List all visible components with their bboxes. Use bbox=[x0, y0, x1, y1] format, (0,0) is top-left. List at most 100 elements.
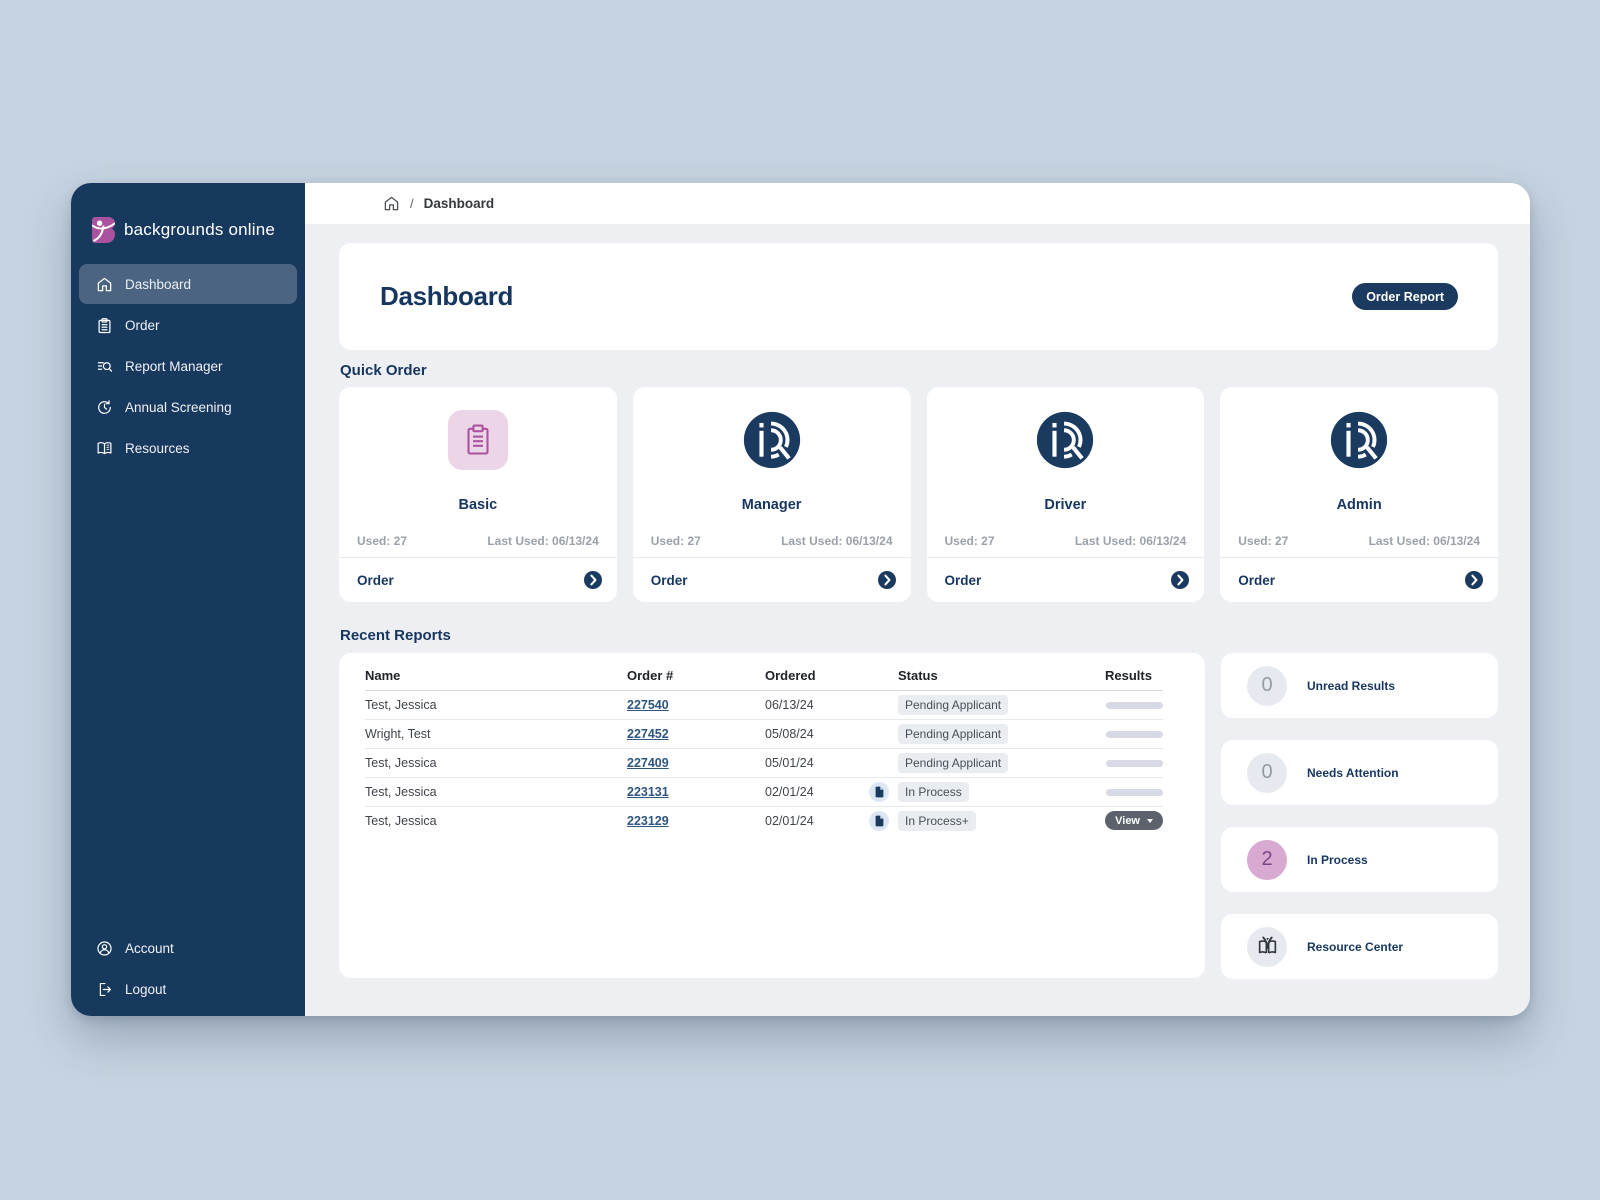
cell-ordered: 06/13/24 bbox=[765, 690, 869, 720]
sidebar-item-dashboard[interactable]: Dashboard bbox=[79, 264, 297, 304]
recent-reports-table: Name Order # Ordered Status Results Test… bbox=[365, 653, 1163, 835]
content: Dashboard Order Report Quick Order bbox=[305, 224, 1530, 1016]
chevron-right-icon[interactable] bbox=[1465, 571, 1483, 589]
home-icon bbox=[96, 276, 113, 293]
main-area: / Dashboard Dashboard Order Report Quick… bbox=[305, 183, 1530, 1016]
column-header-status: Status bbox=[869, 653, 1105, 691]
count-badge: 0 bbox=[1247, 752, 1287, 793]
last-used: Last Used: 06/13/24 bbox=[1074, 534, 1187, 548]
used-count: Used: 27 bbox=[1238, 534, 1289, 548]
chevron-right-icon[interactable] bbox=[583, 571, 602, 589]
quick-order-card-title: Admin bbox=[1336, 497, 1382, 513]
summary-card-resource-center[interactable]: Resource Center bbox=[1221, 914, 1498, 979]
table-row: Test, Jessica 227540 06/13/24 Pending Ap… bbox=[365, 690, 1163, 720]
brand: backgrounds online bbox=[71, 183, 305, 255]
status-badge: In Process+ bbox=[898, 810, 976, 831]
document-icon[interactable] bbox=[869, 810, 889, 831]
order-number-link[interactable]: 227409 bbox=[627, 755, 669, 770]
sidebar-item-order[interactable]: Order bbox=[79, 305, 297, 345]
cell-name: Test, Jessica bbox=[365, 690, 627, 720]
quick-order-card-title: Driver bbox=[1044, 497, 1087, 513]
cell-ordered: 02/01/24 bbox=[765, 777, 869, 807]
sidebar-item-label: Report Manager bbox=[125, 358, 223, 374]
quick-order-stats: Used: 27 Last Used: 06/13/24 bbox=[633, 534, 911, 548]
quick-order-footer-link[interactable]: Order bbox=[632, 557, 911, 602]
view-button[interactable]: View bbox=[1105, 811, 1163, 830]
chevron-right-icon[interactable] bbox=[877, 571, 896, 589]
sidebar-item-logout[interactable]: Logout bbox=[79, 969, 297, 1009]
quick-order-section-title: Quick Order bbox=[340, 362, 427, 379]
history-clock-icon bbox=[96, 399, 113, 416]
cell-name: Test, Jessica bbox=[365, 777, 627, 807]
sidebar-nav: Dashboard Order Report Manager Annual Sc… bbox=[71, 255, 305, 468]
resource-book-icon bbox=[1247, 926, 1287, 967]
quick-order-card-driver: Driver Used: 27 Last Used: 06/13/24 Orde… bbox=[926, 387, 1205, 602]
quick-order-card-title: Basic bbox=[458, 497, 498, 513]
clipboard-pink-icon bbox=[447, 410, 508, 470]
table-row: Test, Jessica 223129 02/01/24 In Process… bbox=[365, 806, 1163, 835]
summary-label: Unread Results bbox=[1307, 678, 1396, 693]
order-link-label: Order bbox=[650, 572, 688, 588]
sidebar-item-label: Annual Screening bbox=[125, 399, 232, 415]
quick-order-stats: Used: 27 Last Used: 06/13/24 bbox=[339, 534, 617, 548]
breadcrumb: / Dashboard bbox=[305, 183, 1530, 224]
column-header-ordered: Ordered bbox=[765, 653, 869, 691]
count-badge: 0 bbox=[1247, 665, 1287, 706]
result-progress-bar bbox=[1106, 759, 1163, 767]
breadcrumb-separator: / bbox=[410, 196, 414, 211]
quick-order-card-admin: Admin Used: 27 Last Used: 06/13/24 Order bbox=[1220, 387, 1498, 602]
summary-card-needs-attention[interactable]: 0 Needs Attention bbox=[1221, 740, 1498, 805]
summary-card-unread-results[interactable]: 0 Unread Results bbox=[1221, 653, 1498, 718]
summary-label: Needs Attention bbox=[1307, 765, 1399, 780]
book-open-icon bbox=[96, 440, 113, 457]
order-number-link[interactable]: 227540 bbox=[627, 697, 669, 712]
column-header-name: Name bbox=[365, 653, 627, 691]
used-count: Used: 27 bbox=[357, 534, 408, 548]
result-progress-bar bbox=[1106, 701, 1163, 709]
last-used: Last Used: 06/13/24 bbox=[1368, 534, 1480, 548]
order-number-link[interactable]: 223129 bbox=[627, 813, 669, 828]
sidebar-item-resources[interactable]: Resources bbox=[79, 428, 297, 468]
sidebar-item-label: Order bbox=[125, 317, 160, 333]
table-row: Test, Jessica 227409 05/01/24 Pending Ap… bbox=[365, 748, 1163, 778]
breadcrumb-current: Dashboard bbox=[423, 196, 495, 211]
sidebar-footer: Account Logout bbox=[71, 928, 305, 1016]
quick-order-grid: Basic Used: 27 Last Used: 06/13/24 Order bbox=[339, 387, 1498, 602]
breadcrumb-home-icon[interactable] bbox=[383, 195, 400, 212]
document-icon[interactable] bbox=[869, 781, 889, 802]
sidebar-item-account[interactable]: Account bbox=[79, 928, 297, 968]
app-window: backgrounds online Dashboard Order Repor… bbox=[71, 183, 1530, 1016]
order-report-button[interactable]: Order Report bbox=[1352, 283, 1458, 310]
quick-order-footer-link[interactable]: Order bbox=[339, 557, 617, 602]
sidebar-item-annual-screening[interactable]: Annual Screening bbox=[79, 387, 297, 427]
cell-ordered: 02/01/24 bbox=[765, 813, 814, 828]
sidebar-item-report-manager[interactable]: Report Manager bbox=[79, 346, 297, 386]
quick-order-footer-link[interactable]: Order bbox=[1220, 557, 1498, 602]
summary-label: Resource Center bbox=[1307, 939, 1404, 954]
quick-order-card-manager: Manager Used: 27 Last Used: 06/13/24 Ord… bbox=[632, 387, 911, 602]
cell-ordered: 05/01/24 bbox=[765, 748, 869, 778]
quick-order-stats: Used: 27 Last Used: 06/13/24 bbox=[927, 534, 1205, 548]
sidebar: backgrounds online Dashboard Order Repor… bbox=[71, 183, 305, 1016]
result-progress-bar bbox=[1106, 730, 1163, 738]
column-header-results: Results bbox=[1105, 653, 1163, 691]
report-search-icon bbox=[96, 358, 113, 375]
sidebar-item-label: Account bbox=[125, 940, 174, 956]
cell-name: Test, Jessica bbox=[365, 748, 627, 778]
used-count: Used: 27 bbox=[650, 534, 701, 548]
cell-ordered: 05/08/24 bbox=[765, 719, 869, 749]
sidebar-item-label: Resources bbox=[125, 440, 190, 456]
order-number-link[interactable]: 223131 bbox=[627, 784, 669, 799]
order-link-label: Order bbox=[944, 572, 982, 588]
order-number-link[interactable]: 227452 bbox=[627, 726, 669, 741]
user-circle-icon bbox=[96, 940, 113, 957]
cell-name: Test, Jessica bbox=[365, 813, 437, 828]
status-badge: In Process bbox=[898, 781, 969, 802]
chevron-right-icon[interactable] bbox=[1171, 571, 1190, 589]
quick-order-card-title: Manager bbox=[741, 497, 802, 513]
table-row: Test, Jessica 223131 02/01/24 In Process bbox=[365, 777, 1163, 807]
clipboard-icon bbox=[96, 317, 113, 334]
quick-order-footer-link[interactable]: Order bbox=[926, 557, 1205, 602]
summary-card-in-process[interactable]: 2 In Process bbox=[1221, 827, 1498, 892]
page-header-card: Dashboard Order Report bbox=[339, 243, 1498, 350]
